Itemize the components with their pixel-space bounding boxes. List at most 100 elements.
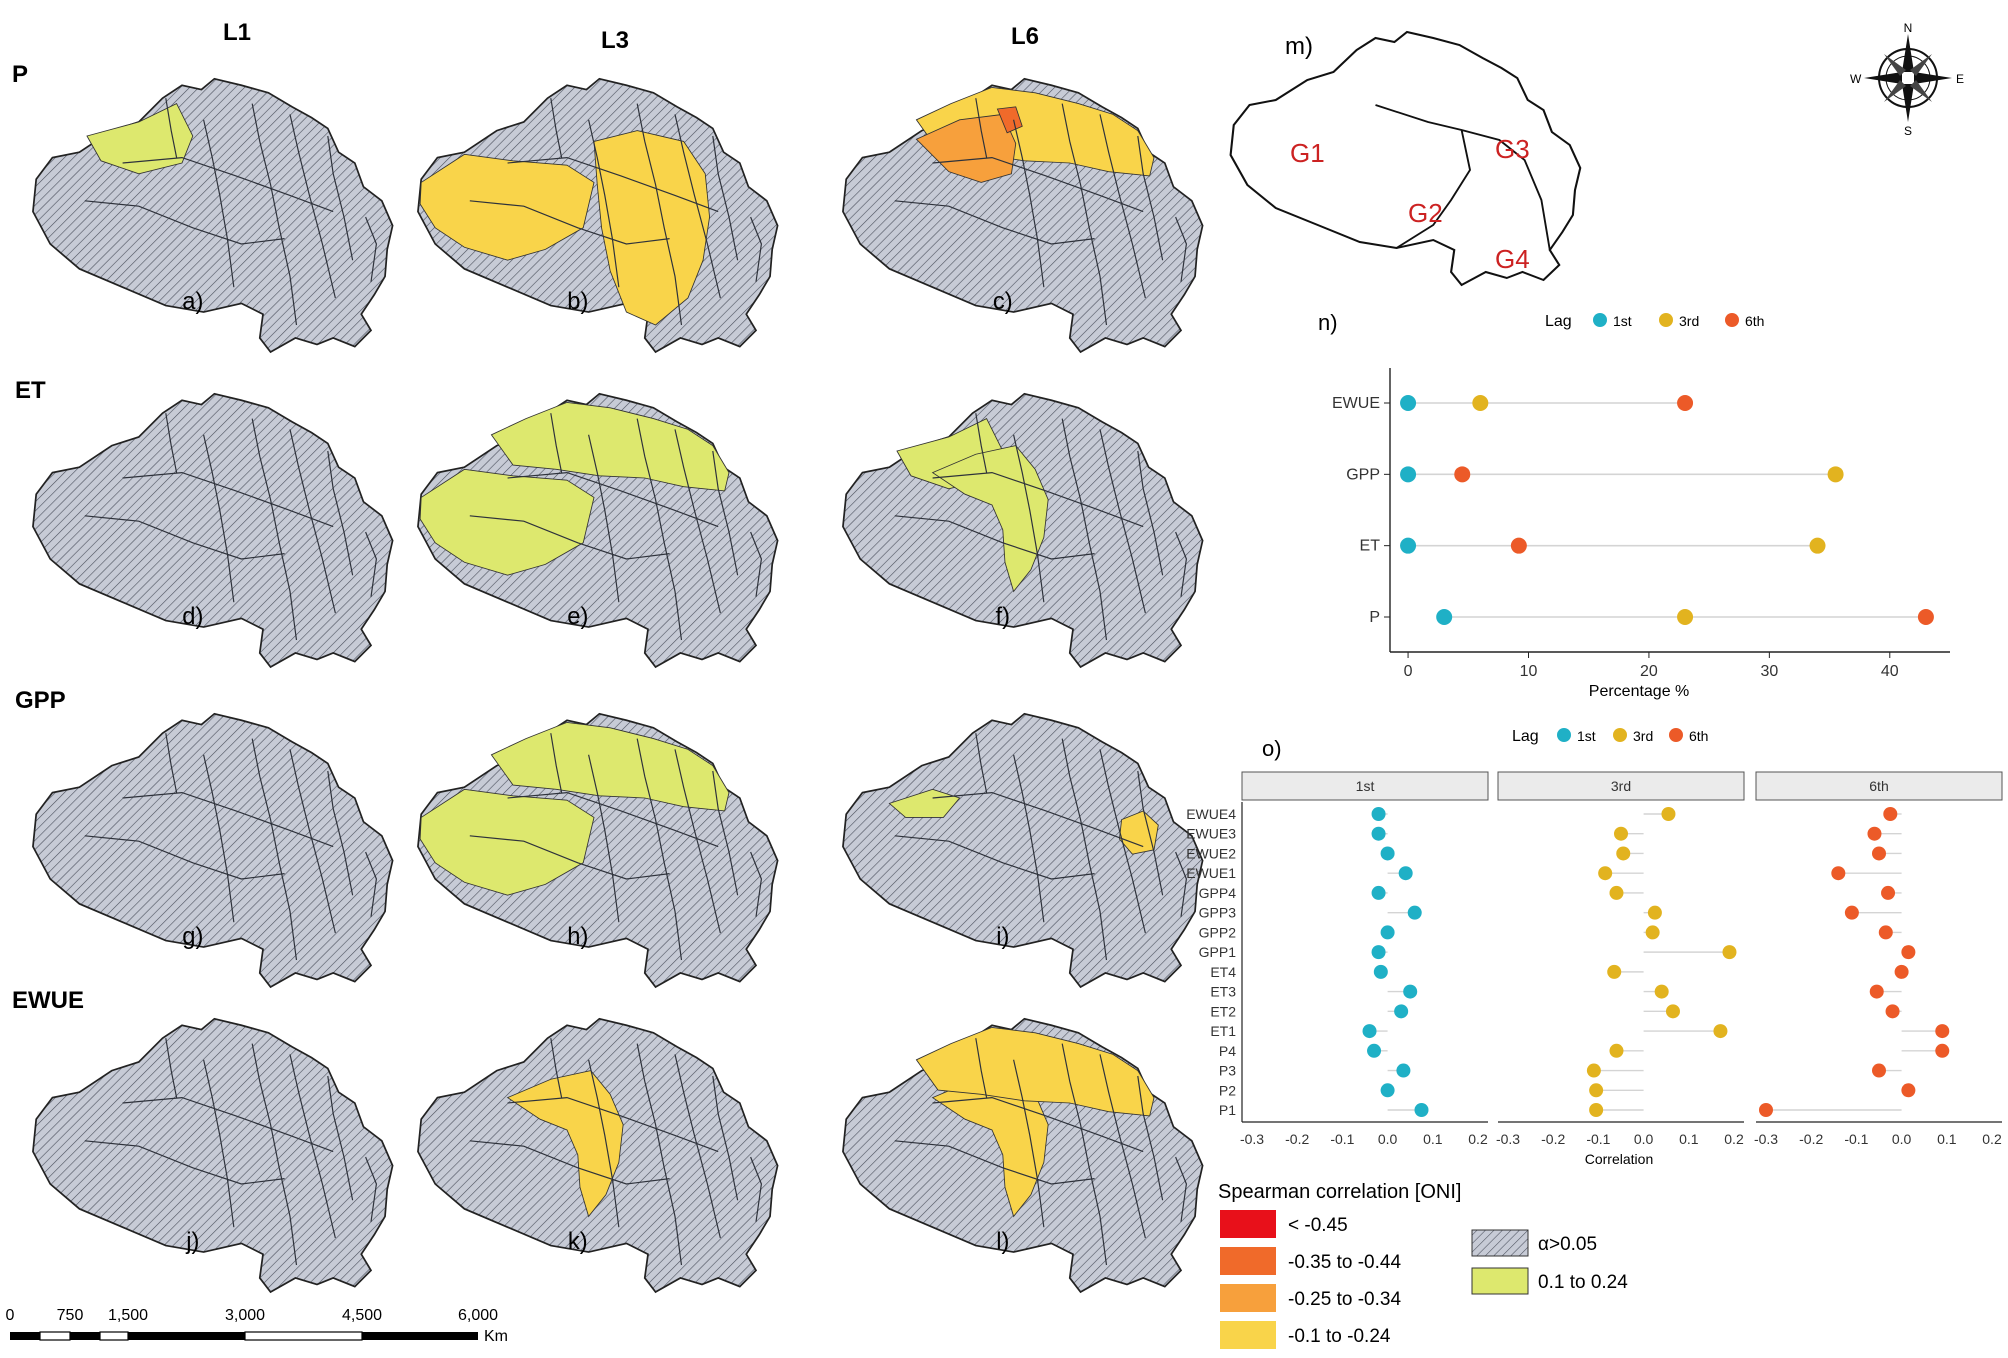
basin-hatched-area (32, 392, 394, 668)
panel-o-point-6th-P2 (1901, 1083, 1916, 1098)
panel-n-chart: n) Lag 1st 3rd 6th 0 10 20 30 40 Percentage % EWUE G… (1318, 310, 1950, 700)
panel-n-point-3rd-ET (1809, 537, 1826, 554)
map-panel-label: j) (185, 1228, 199, 1255)
panel-n-x-label: Percentage % (1589, 683, 1690, 700)
panel-n-x-tick-label: 10 (1520, 663, 1538, 680)
legend-label: α>0.05 (1538, 1234, 1597, 1255)
map-panel-label: b) (567, 288, 588, 315)
panel-o-y-tick-label: ET3 (1210, 984, 1236, 1000)
panel-n-point-3rd-P (1677, 609, 1694, 625)
panel-o-point-1st-P3 (1396, 1063, 1411, 1078)
panel-o-facet-title: 1st (1356, 778, 1375, 794)
scale-label-4500: 4,500 (342, 1307, 382, 1324)
panel-o-x-tick-label: -0.1 (1330, 1131, 1354, 1147)
panel-n-point-3rd-GPP (1827, 466, 1844, 483)
panel-o-label: o) (1262, 736, 1282, 761)
legend-swatch-neg25_34 (1220, 1284, 1276, 1312)
panel-o-y-tick-label: ET4 (1210, 964, 1236, 980)
compass-arm-se (1910, 80, 1932, 102)
panel-o-point-3rd-EWUE3 (1614, 826, 1628, 841)
panel-n-point-6th-GPP (1454, 466, 1471, 483)
col-header-l1: L1 (223, 19, 251, 46)
map-panel-label: e) (567, 603, 588, 630)
map-panel-g: g) (32, 712, 394, 988)
panel-o-x-tick-label: -0.3 (1754, 1131, 1778, 1147)
compass-arm-ne (1910, 54, 1932, 76)
panel-o-point-3rd-EWUE2 (1616, 846, 1631, 861)
panel-o-point-6th-P3 (1872, 1063, 1886, 1078)
scale-seg-6 (244, 1331, 363, 1341)
panel-o-point-6th-GPP4 (1881, 885, 1896, 900)
group-label-g1: G1 (1290, 138, 1325, 168)
panel-o-x-tick-label: -0.1 (1586, 1131, 1610, 1147)
panel-o-x-tick-label: -0.2 (1541, 1131, 1565, 1147)
significant-region-pos10_24 (419, 468, 595, 576)
panel-o-y-tick-label: P1 (1219, 1102, 1236, 1118)
panel-o-y-tick-label: P4 (1219, 1043, 1236, 1059)
panel-o-point-3rd-GPP1 (1722, 945, 1737, 960)
panel-o-point-3rd-ET1 (1713, 1024, 1728, 1039)
panel-o-legend-label: 1st (1577, 728, 1596, 744)
panel-o-point-6th-EWUE3 (1867, 826, 1882, 841)
panel-o-x-tick-label: -0.2 (1285, 1131, 1309, 1147)
legend-swatch-pos10_24 (1471, 1267, 1529, 1295)
panel-o-y-tick-label: P2 (1219, 1082, 1236, 1098)
map-panel-label: f) (996, 603, 1011, 630)
panel-o-facet-title: 3rd (1611, 778, 1631, 794)
significant-region-pos10_24 (888, 788, 961, 818)
compass-w: W (1850, 72, 1862, 86)
basin-hatched-area (32, 712, 394, 988)
panel-o-point-6th-ET3 (1869, 984, 1884, 999)
panel-o-point-6th-P4 (1935, 1043, 1950, 1058)
panel-m-label: m) (1285, 33, 1313, 60)
panel-o-point-1st-GPP2 (1380, 925, 1395, 940)
panel-n-legend-title: Lag (1545, 313, 1572, 330)
legend-swatch-neg10_24 (1220, 1321, 1276, 1349)
panel-o-point-6th-GPP3 (1844, 905, 1859, 920)
panel-o-point-1st-EWUE2 (1380, 846, 1395, 861)
map-panel-label: h) (567, 923, 588, 950)
panel-n-legend-label: 3rd (1679, 313, 1699, 329)
scale-seg-7 (362, 1332, 478, 1340)
significant-region-neg10_24 (915, 1026, 1155, 1117)
panel-m-groups-map: m) G1 G2 G3 G4 (1229, 30, 1582, 287)
significant-region-pos10_24 (419, 788, 595, 896)
panel-o-facet-title: 6th (1869, 778, 1888, 794)
panel-n-point-1st-P (1436, 609, 1453, 625)
map-panel-a: a) (32, 77, 394, 353)
panel-o-point-1st-P4 (1367, 1043, 1382, 1058)
panel-n-legend-label: 6th (1745, 313, 1764, 329)
scale-label-0: 0 (6, 1307, 15, 1324)
significant-region-pos10_24 (86, 103, 194, 175)
legend-label: -0.25 to -0.34 (1288, 1289, 1401, 1310)
scale-seg-1 (10, 1332, 40, 1340)
map-panel-h: h) (417, 712, 779, 988)
panel-o-y-tick-label: GPP1 (1199, 944, 1237, 960)
legend-label: 0.1 to 0.24 (1538, 1272, 1628, 1293)
panel-o-legend-label: 6th (1689, 728, 1708, 744)
scale-label-750: 750 (57, 1307, 84, 1324)
legend-swatch-neg35_44 (1220, 1247, 1276, 1275)
map-panel-c: c) (842, 77, 1204, 353)
panel-n-point-6th-EWUE (1677, 395, 1694, 411)
compass-arm-n (1902, 34, 1914, 72)
scale-label-1500: 1,500 (108, 1307, 148, 1324)
col-header-l6: L6 (1011, 23, 1039, 50)
legend-label: -0.1 to -0.24 (1288, 1326, 1391, 1347)
map-panel-label: l) (996, 1228, 1009, 1255)
panel-o-point-1st-GPP1 (1371, 945, 1386, 960)
panel-o-y-tick-label: EWUE3 (1186, 826, 1236, 842)
compass-s: S (1904, 124, 1912, 138)
panel-o-point-3rd-GPP2 (1645, 925, 1660, 940)
compass-arm-s (1902, 84, 1914, 122)
panel-n-point-1st-ET (1400, 537, 1417, 554)
panel-o-point-3rd-P2 (1589, 1083, 1604, 1098)
scale-label-3000: 3,000 (225, 1307, 265, 1324)
panel-o-point-1st-GPP3 (1407, 905, 1422, 920)
panel-o-point-3rd-GPP4 (1609, 885, 1624, 900)
panel-o-facet-strip (1755, 771, 2003, 801)
panel-o-y-tick-label: GPP4 (1199, 885, 1237, 901)
panel-o-point-1st-P2 (1380, 1083, 1395, 1098)
panel-o-x-tick-label: -0.3 (1496, 1131, 1520, 1147)
